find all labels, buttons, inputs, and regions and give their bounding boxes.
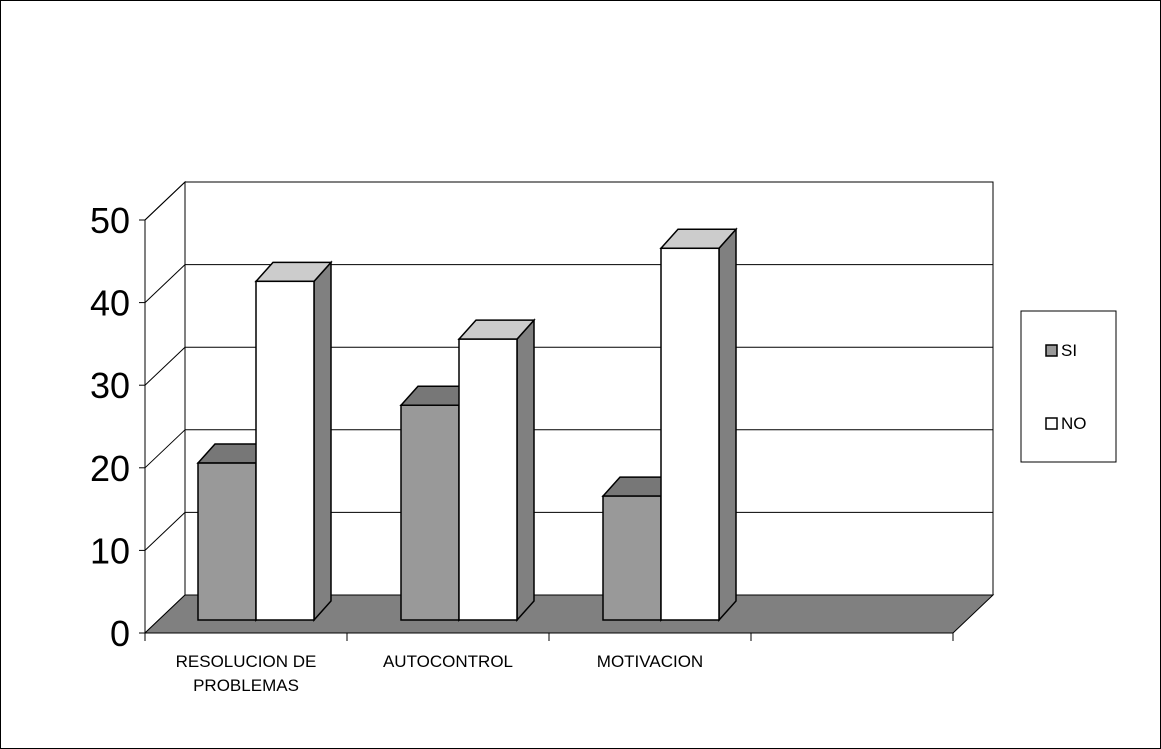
legend-swatch-no (1045, 417, 1058, 430)
legend-box (1020, 310, 1117, 463)
y-tick-label: 40 (90, 283, 130, 324)
x-tick-label: AUTOCONTROL (383, 652, 513, 671)
bar-side (516, 318, 535, 622)
y-tick-label: 30 (90, 365, 130, 406)
bar-no (254, 260, 333, 622)
gridline-side (144, 181, 186, 221)
x-axis-ticks: RESOLUCION DE PROBLEMAS AUTOCONTROL MOTIVAC… (176, 652, 704, 695)
bar-front (660, 247, 720, 621)
bars (196, 227, 738, 622)
y-tick-label: 0 (110, 613, 130, 654)
y-tick-label: 20 (90, 448, 130, 489)
axes (139, 219, 954, 641)
bar-no (659, 227, 738, 622)
gridline-side (144, 429, 186, 469)
gridline-side (144, 264, 186, 303)
bar-front (400, 404, 460, 621)
legend-label-si: SI (1061, 341, 1077, 360)
gridline-side (144, 346, 186, 386)
bar-front (197, 462, 257, 621)
x-tick-label: RESOLUCION DE (176, 652, 317, 671)
bar-no (457, 318, 536, 622)
legend-label-no: NO (1061, 414, 1087, 433)
bar-side (718, 227, 737, 622)
legend: SI NO (1020, 310, 1117, 463)
bar-front (255, 280, 315, 621)
side-wall (144, 180, 186, 635)
x-tick-label: PROBLEMAS (193, 676, 299, 695)
y-tick-label: 50 (90, 200, 130, 241)
y-tick-label: 10 (90, 530, 130, 571)
gridline-side (144, 512, 186, 551)
x-tick-label: MOTIVACION (597, 652, 703, 671)
legend-swatch-si (1045, 344, 1058, 357)
y-axis-ticks: 0 10 20 30 40 50 (90, 200, 130, 654)
bar-side (313, 260, 332, 622)
bar-front (602, 495, 662, 621)
bar-front (458, 338, 518, 621)
